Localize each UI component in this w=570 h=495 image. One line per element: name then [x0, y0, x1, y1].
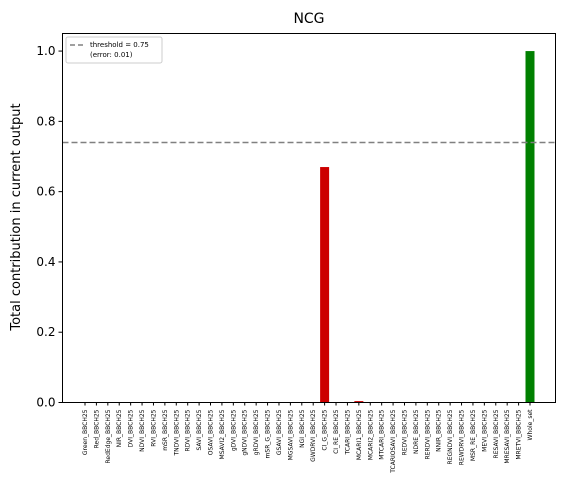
x-tick-label: DVI_BBCH25 — [128, 409, 135, 447]
y-tick-label: 0.6 — [36, 185, 55, 199]
bar-Whole_set — [525, 51, 535, 403]
x-tick-label: MSR_RE_BBCH25 — [470, 409, 477, 461]
x-tick-label: REGNDVI_BBCH25 — [447, 409, 454, 464]
x-axis-ticks: Green_BBCH25 Red_BBCH25 RedEdge_BBCH25 NIR_… — [82, 402, 534, 474]
x-tick-label: mSR_G_BBCH25 — [265, 409, 272, 458]
y-tick-label: 0.2 — [36, 325, 55, 339]
x-tick-label: gNDVI_BBCH25 — [242, 409, 249, 455]
x-tick-label: NNIR_BBCH25 — [436, 409, 443, 452]
y-tick-label: 0.4 — [36, 255, 55, 269]
x-tick-label: RVI_BBCH25 — [150, 409, 157, 446]
x-tick-label: TCARI_BBCH25 — [344, 409, 351, 455]
x-tick-label: GWDRVI_BBCH25 — [310, 409, 317, 462]
y-tick-label: 1.0 — [36, 44, 55, 58]
x-tick-label: gRDVI_BBCH25 — [253, 409, 260, 455]
y-tick-label: 0.0 — [36, 396, 55, 410]
x-tick-label: TNDVI_BBCH25 — [173, 409, 180, 456]
x-tick-label: NDRE_BBCH25 — [413, 409, 420, 454]
x-tick-label: MCARI2_BBCH25 — [367, 409, 374, 460]
x-tick-label: MTCARI_BBCH25 — [379, 409, 386, 459]
x-tick-label: SAVI_BBCH25 — [196, 409, 203, 450]
legend-error-label: (error: 0.01) — [90, 51, 133, 59]
x-tick-label: MCARI1_BBCH25 — [356, 409, 363, 460]
x-tick-label: RERDVI_BBCH25 — [424, 409, 431, 459]
x-tick-label: NIR_BBCH25 — [116, 409, 123, 447]
x-tick-label: CI_RE_BBCH25 — [333, 409, 340, 454]
x-tick-label: NGI_BBCH25 — [299, 409, 306, 448]
x-tick-label: REDVI_BBCH25 — [401, 409, 408, 455]
x-tick-label: NDVI_BBCH25 — [139, 409, 146, 452]
x-tick-label: RESAVI_BBCH25 — [493, 409, 500, 458]
x-tick-label: RedEdge_BBCH25 — [105, 409, 112, 463]
x-tick-label: gDVI_BBCH25 — [230, 409, 237, 451]
x-tick-label: REWDRVI_BBCH25 — [459, 409, 466, 465]
x-tick-label: TCARIOSAVI_BBCH25 — [390, 409, 397, 473]
x-tick-label: MGSAVI_BBCH25 — [287, 409, 294, 460]
x-tick-label: MEVI_BBCH25 — [481, 409, 488, 451]
x-tick-label: Green_BBCH25 — [82, 409, 89, 455]
y-axis-ticks: 0.0 0.2 0.4 0.6 0.8 1.0 — [36, 44, 63, 410]
bar-CI_G_BBCH25 — [320, 167, 330, 403]
bars — [320, 51, 535, 403]
legend-box — [65, 36, 163, 64]
x-tick-label: MRETVI_BBCH25 — [516, 409, 523, 459]
chart-title: NCG — [293, 11, 324, 27]
x-tick-label: CI_G_BBCH25 — [322, 409, 329, 450]
y-axis-label: Total contribution in current output — [9, 103, 24, 331]
x-tick-label: GSAVI_BBCH25 — [276, 409, 283, 455]
legend-threshold-label: threshold = 0.75 — [90, 41, 149, 49]
x-tick-label: mSR_BBCH25 — [162, 409, 169, 450]
x-tick-label: MRESAVI_BBCH25 — [504, 409, 511, 463]
legend: threshold = 0.75 (error: 0.01) — [65, 36, 163, 64]
x-tick-label: Whole_set — [527, 409, 534, 441]
x-tick-label: Red_BBCH25 — [93, 409, 100, 448]
x-tick-label: OSAVI_BBCH25 — [208, 409, 215, 455]
x-tick-label: MSAVI2_BBCH25 — [219, 409, 226, 459]
bar-MCARI1_BBCH25 — [354, 401, 364, 403]
x-tick-label: RDVI_BBCH25 — [185, 409, 192, 451]
plot-frame — [62, 33, 556, 403]
y-tick-label: 0.8 — [36, 114, 55, 128]
